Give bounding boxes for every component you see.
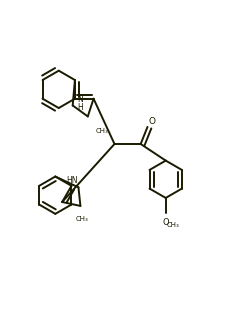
Text: O: O	[149, 117, 156, 126]
Text: CH₃: CH₃	[167, 222, 180, 228]
Text: HN: HN	[66, 176, 77, 185]
Text: CH₃: CH₃	[95, 128, 108, 134]
Text: O: O	[162, 218, 169, 227]
Text: N
H: N H	[77, 95, 83, 112]
Text: CH₃: CH₃	[76, 216, 89, 222]
